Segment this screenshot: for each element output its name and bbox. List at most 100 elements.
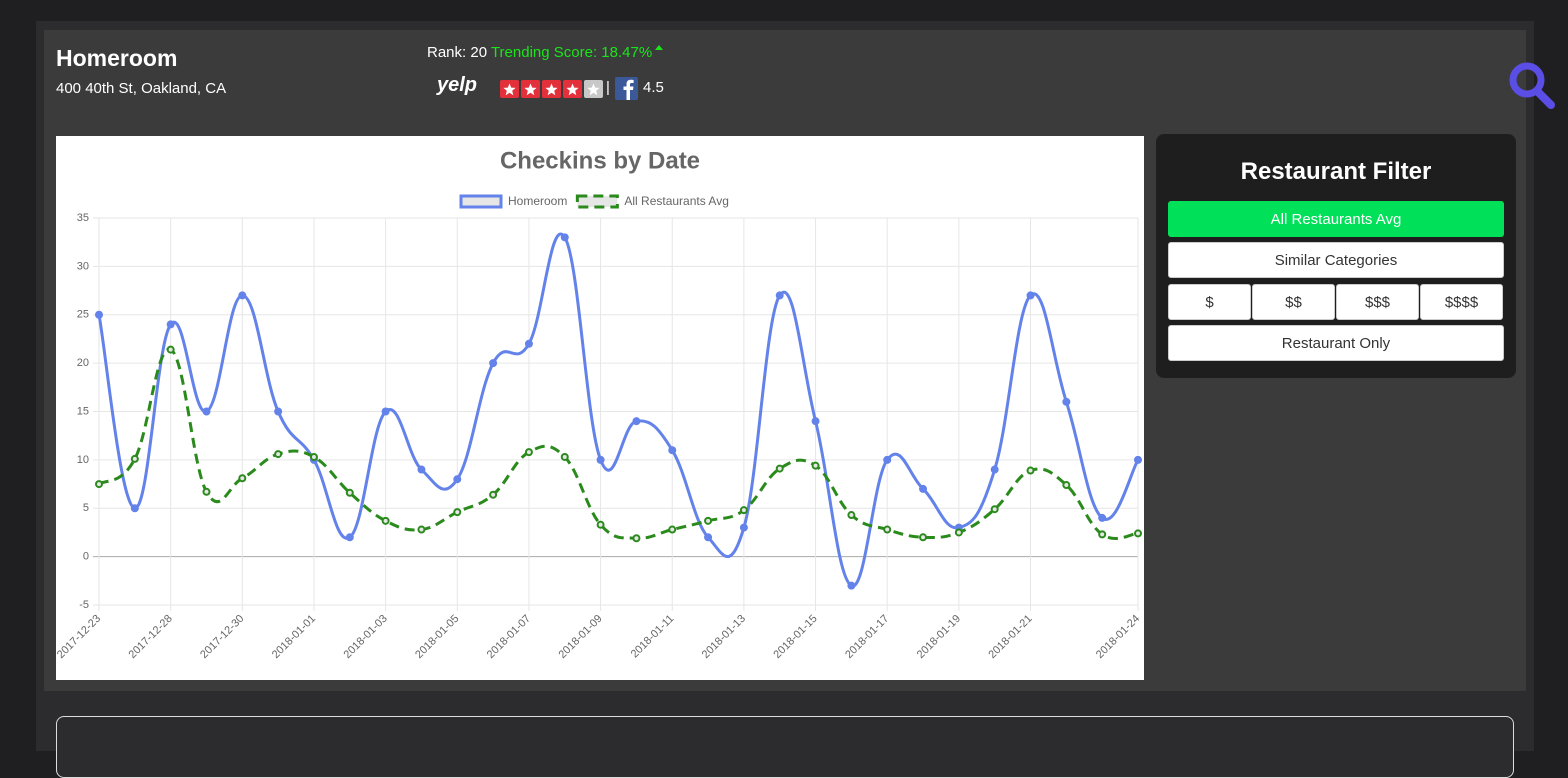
filter-button[interactable]: $$$$ (1420, 284, 1503, 320)
rank: 20 (470, 44, 488, 61)
y-tick-label: 30 (77, 260, 89, 272)
data-point (596, 455, 605, 464)
facebook-f (623, 79, 634, 100)
data-point (489, 359, 498, 368)
x-tick-label: 2018-01-05 (413, 613, 461, 661)
data-point (1098, 513, 1107, 522)
data-point (166, 320, 175, 329)
chart: Checkins by Date -5 0 5 10 15 20 25 30 35 2017-12… (55, 147, 1142, 661)
y-tick-label: -5 (79, 599, 89, 611)
data-point (1098, 530, 1107, 539)
x-tick-label: 2018-01-03 (342, 613, 390, 661)
filter-button[interactable]: All Restaurants Avg (1168, 201, 1504, 237)
data-point (954, 528, 963, 537)
restaurant-address: 400 40th St, Oakland, CA (56, 80, 227, 97)
data-point (560, 233, 569, 242)
data-point (417, 465, 426, 474)
star-shape (524, 83, 537, 95)
star-shape (566, 83, 579, 95)
data-point (1134, 455, 1142, 464)
data-point (489, 490, 498, 499)
data-point (95, 480, 103, 489)
x-tick-label: 2018-01-01 (270, 613, 318, 661)
data-point (274, 450, 283, 459)
data-point (453, 508, 462, 517)
data-point (811, 417, 820, 426)
filter-button[interactable]: Similar Categories (1168, 242, 1504, 278)
facebook-icon (615, 77, 638, 100)
star (500, 80, 519, 98)
y-tick-label: 20 (77, 357, 89, 369)
data-point (668, 525, 677, 534)
data-point (1134, 529, 1142, 538)
data-point (309, 452, 318, 461)
data-point (704, 533, 713, 542)
yelp-stars (500, 80, 603, 98)
data-point (130, 454, 139, 463)
data-point (130, 504, 139, 513)
page: Homeroom 400 40th St, Oakland, CA Rank: … (36, 21, 1558, 778)
x-tick-label: 2018-01-17 (843, 613, 891, 661)
data-point (739, 523, 748, 532)
legend-swatch (575, 194, 619, 209)
filter-button[interactable]: Restaurant Only (1168, 325, 1504, 361)
x-tick-label: 2018-01-15 (771, 613, 819, 661)
x-tick-label: 2018-01-11 (629, 613, 677, 661)
data-point (919, 533, 928, 542)
separator: | (606, 79, 610, 96)
data-point (1026, 466, 1035, 475)
search-icon[interactable] (1508, 60, 1558, 110)
trending-score: 18.47% (601, 44, 653, 61)
x-tick-label: 2018-01-07 (485, 613, 533, 661)
filter-button[interactable]: $ (1168, 284, 1251, 320)
data-point (524, 339, 533, 348)
data-point (381, 516, 390, 525)
data-point (775, 291, 784, 300)
data-point (1062, 397, 1071, 406)
data-point (847, 511, 856, 520)
facebook-rating: 4.5 (643, 79, 664, 96)
x-tick-label: 2017-12-28 (127, 613, 175, 661)
star-shape (503, 83, 516, 95)
data-point (739, 506, 748, 515)
y-tick-label: 25 (77, 309, 89, 321)
data-point (883, 455, 892, 464)
data-point (847, 581, 856, 590)
data-point (524, 448, 533, 457)
filter-title: Restaurant Filter (1240, 158, 1432, 185)
restaurant-name: Homeroom (56, 45, 178, 71)
data-point (95, 310, 103, 319)
data-point (202, 487, 211, 496)
yelp-logo: yelp (437, 74, 478, 96)
star (563, 80, 582, 98)
y-tick-label: 10 (77, 454, 89, 466)
data-point (883, 525, 892, 534)
data-point (668, 446, 677, 455)
y-tick-label: 15 (77, 405, 89, 417)
x-tick-label: 2018-01-19 (915, 613, 963, 661)
data-point (345, 533, 354, 542)
data-point (202, 407, 211, 416)
star-shape (545, 83, 558, 95)
y-tick-label: 0 (83, 551, 89, 563)
data-point (990, 465, 999, 474)
x-tick-label: 2018-01-21 (986, 613, 1034, 661)
trending-label: Trending Score: (490, 44, 598, 61)
y-tick-label: 35 (77, 212, 89, 224)
legend-label: Homeroom (508, 194, 567, 208)
bottom-panel (56, 716, 1514, 778)
x-tick-label: 2017-12-30 (198, 613, 246, 661)
filter-button[interactable]: $$ (1252, 284, 1335, 320)
data-point (238, 474, 247, 483)
y-tick-label: 5 (83, 502, 89, 514)
star (542, 80, 561, 98)
data-point (417, 525, 426, 534)
legend-swatch (459, 194, 503, 209)
filter-button[interactable]: $$$ (1336, 284, 1419, 320)
data-point (919, 484, 928, 493)
data-point (775, 464, 784, 473)
data-point (632, 417, 641, 426)
data-point (632, 534, 641, 543)
data-point (453, 475, 462, 484)
rank-label: Rank: (427, 44, 467, 61)
